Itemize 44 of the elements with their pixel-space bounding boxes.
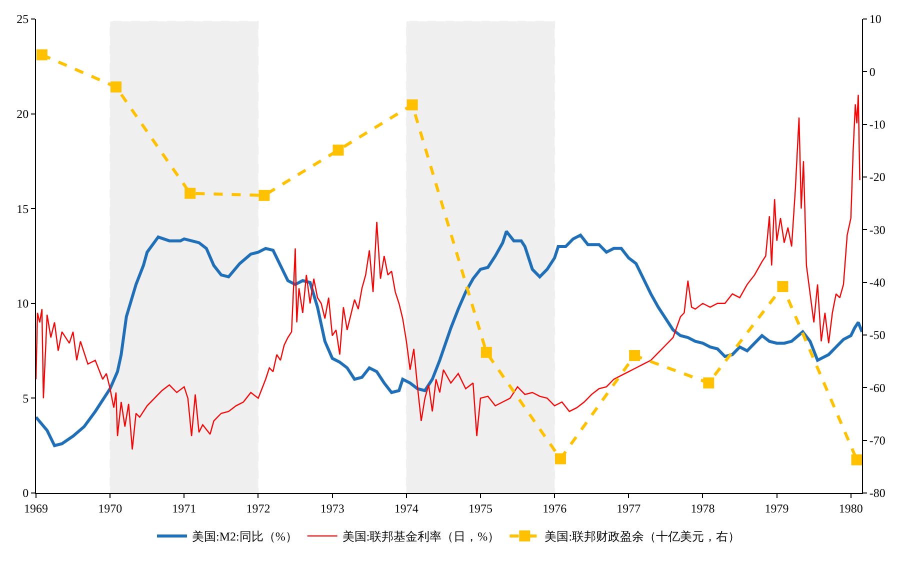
y-tick-label: 20 xyxy=(16,107,29,121)
y2-tick-label: -70 xyxy=(869,434,886,448)
y2-tick-label: -30 xyxy=(869,222,886,237)
x-tick-label: 1974 xyxy=(394,501,418,516)
line-series xyxy=(36,230,862,448)
x-tick-label: 1971 xyxy=(172,501,196,516)
y-tick-label: 5 xyxy=(22,391,29,406)
x-tick-label: 1977 xyxy=(616,501,641,516)
point xyxy=(554,453,566,464)
point xyxy=(258,190,270,201)
y2-tick-label: -80 xyxy=(869,486,886,500)
y2-tick-label: 0 xyxy=(869,64,876,79)
point xyxy=(703,377,714,388)
y2-tick-label: -10 xyxy=(869,118,886,132)
y2-tick-label: -50 xyxy=(869,328,886,342)
point xyxy=(406,99,418,110)
point xyxy=(332,144,344,156)
x-tick-label: 1979 xyxy=(764,501,789,516)
y2-tick-label: 10 xyxy=(869,12,882,26)
y-tick-label: 0 xyxy=(22,486,29,500)
y2-tick-label: -40 xyxy=(869,276,886,290)
point xyxy=(110,81,122,92)
y2-tick-label: -20 xyxy=(869,170,886,184)
point xyxy=(851,454,862,466)
y-tick-label: 25 xyxy=(16,12,29,26)
x-tick-label: 1973 xyxy=(320,501,344,516)
x-tick-label: 1969 xyxy=(24,501,48,516)
point xyxy=(36,49,48,60)
x-tick-label: 1975 xyxy=(468,501,492,516)
x-tick-label: 1980 xyxy=(838,501,863,516)
legend-label: 美国:联邦基金利率（日，%） xyxy=(342,530,500,544)
legend-label: 美国:M2:同比（%） xyxy=(192,530,298,544)
y-tick-label: 15 xyxy=(16,202,29,216)
point xyxy=(629,350,640,362)
x-tick-label: 1972 xyxy=(246,501,270,516)
y-tick-label: 10 xyxy=(16,296,29,311)
x-tick-label: 1976 xyxy=(542,501,567,516)
x-tick-label: 1978 xyxy=(690,501,715,516)
y2-tick-label: -60 xyxy=(869,380,886,395)
legend-label: 美国:联邦财政盈余（十亿美元，右） xyxy=(544,530,740,544)
point xyxy=(184,188,196,199)
x-tick-label: 1970 xyxy=(98,501,122,516)
point xyxy=(480,346,492,358)
point xyxy=(777,281,788,292)
